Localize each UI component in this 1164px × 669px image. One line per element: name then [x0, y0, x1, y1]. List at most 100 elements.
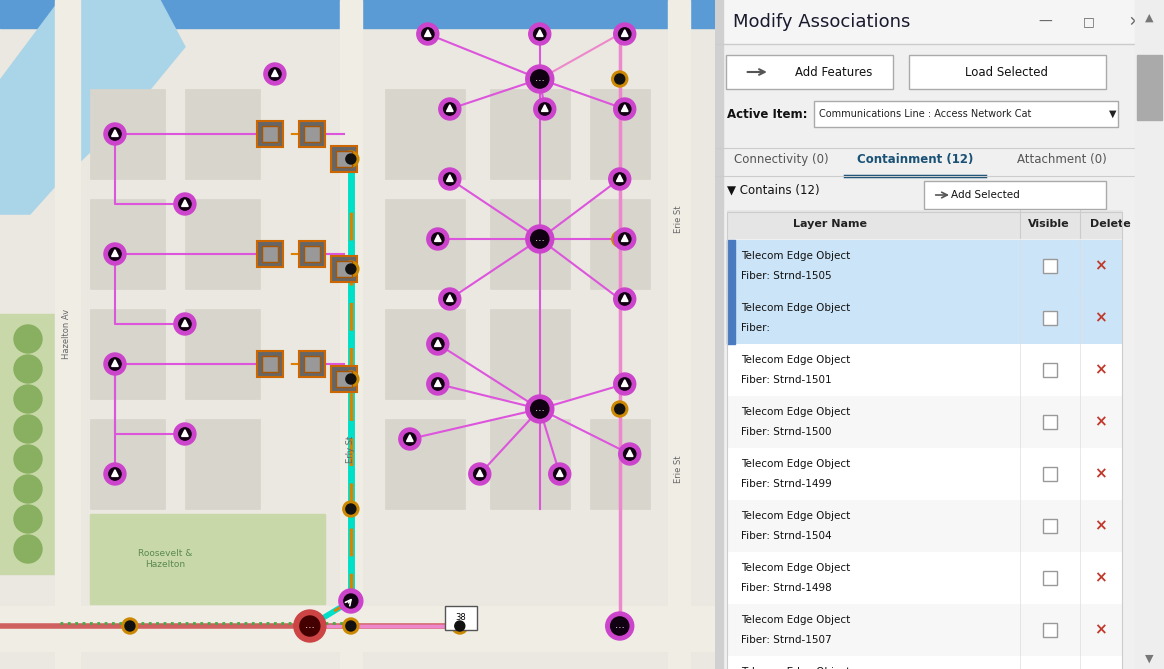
- Circle shape: [108, 248, 121, 260]
- Text: …: …: [535, 73, 545, 83]
- Circle shape: [613, 373, 636, 395]
- Circle shape: [455, 621, 464, 631]
- Circle shape: [339, 589, 363, 613]
- Bar: [90, 199, 165, 289]
- Circle shape: [432, 233, 443, 245]
- Text: ×: ×: [1094, 258, 1107, 274]
- Bar: [257, 351, 283, 377]
- Text: Telecom Edge Object: Telecom Edge Object: [740, 251, 850, 261]
- Circle shape: [14, 475, 42, 503]
- Polygon shape: [622, 105, 629, 112]
- Polygon shape: [112, 250, 119, 256]
- Polygon shape: [271, 70, 278, 76]
- Bar: [1135, 0, 1164, 669]
- Bar: [726, 240, 1122, 292]
- Text: …: …: [535, 233, 545, 243]
- Text: Fiber: Strnd-1500: Fiber: Strnd-1500: [740, 427, 831, 437]
- Bar: [336, 261, 352, 277]
- Bar: [185, 199, 260, 289]
- Bar: [1043, 519, 1057, 533]
- Polygon shape: [434, 380, 441, 387]
- Bar: [262, 356, 278, 372]
- Text: Layer Name: Layer Name: [793, 219, 867, 229]
- Polygon shape: [447, 175, 453, 181]
- Text: Modify Associations: Modify Associations: [732, 13, 910, 31]
- Bar: [185, 309, 260, 399]
- Bar: [590, 199, 650, 289]
- Text: ×: ×: [1094, 622, 1107, 638]
- Text: …: …: [305, 620, 314, 630]
- Text: ×: ×: [1094, 363, 1107, 377]
- Circle shape: [108, 468, 121, 480]
- FancyBboxPatch shape: [909, 55, 1106, 89]
- Bar: [0, 606, 715, 651]
- Circle shape: [531, 230, 549, 248]
- Text: □: □: [1084, 15, 1095, 29]
- Circle shape: [343, 261, 359, 277]
- Circle shape: [343, 501, 359, 517]
- Circle shape: [14, 355, 42, 383]
- Bar: [304, 246, 320, 262]
- Text: Erie St: Erie St: [674, 455, 683, 483]
- Text: ✕: ✕: [1128, 15, 1140, 29]
- Text: ×: ×: [1094, 518, 1107, 533]
- Circle shape: [427, 373, 449, 395]
- Bar: [262, 126, 278, 142]
- Circle shape: [125, 621, 135, 631]
- Text: ▲: ▲: [1144, 13, 1154, 23]
- Polygon shape: [537, 30, 544, 36]
- Circle shape: [173, 313, 196, 335]
- Text: …: …: [535, 403, 545, 413]
- Text: ▼: ▼: [1109, 109, 1116, 119]
- Circle shape: [104, 123, 126, 145]
- Circle shape: [613, 173, 626, 185]
- Bar: [715, 0, 723, 669]
- Bar: [590, 89, 650, 179]
- Polygon shape: [112, 360, 119, 367]
- Circle shape: [104, 353, 126, 375]
- Circle shape: [432, 378, 443, 390]
- Circle shape: [179, 198, 191, 210]
- Bar: [1043, 467, 1057, 481]
- Polygon shape: [476, 470, 483, 476]
- Circle shape: [421, 28, 434, 40]
- Text: ×: ×: [1094, 571, 1107, 585]
- Bar: [668, 0, 690, 669]
- Text: Erly St: Erly St: [347, 436, 355, 463]
- Circle shape: [343, 371, 359, 387]
- FancyBboxPatch shape: [924, 181, 1106, 209]
- Bar: [726, 212, 1122, 669]
- Text: Attachment (0): Attachment (0): [1017, 153, 1107, 167]
- Circle shape: [526, 395, 554, 423]
- Circle shape: [399, 428, 421, 450]
- Circle shape: [533, 28, 546, 40]
- Text: Telecom Edge Object: Telecom Edge Object: [740, 563, 850, 573]
- Polygon shape: [112, 470, 119, 476]
- Bar: [1043, 259, 1057, 273]
- Circle shape: [14, 505, 42, 533]
- Polygon shape: [0, 0, 185, 214]
- Bar: [726, 292, 1122, 344]
- Text: ×: ×: [1094, 415, 1107, 429]
- Text: Telecom Edge Object: Telecom Edge Object: [740, 615, 850, 625]
- Text: Delete: Delete: [1090, 219, 1130, 229]
- Text: ×: ×: [1094, 310, 1107, 326]
- Circle shape: [14, 445, 42, 473]
- Text: Add Selected: Add Selected: [951, 190, 1020, 200]
- Circle shape: [618, 293, 631, 305]
- Text: Fiber: Strnd-1507: Fiber: Strnd-1507: [740, 635, 831, 645]
- Circle shape: [343, 151, 359, 167]
- Text: Roosevelt &
Hazelton: Roosevelt & Hazelton: [137, 549, 192, 569]
- Bar: [726, 240, 734, 292]
- Text: ▼ Contains (12): ▼ Contains (12): [726, 183, 819, 197]
- Circle shape: [554, 468, 566, 480]
- Circle shape: [346, 374, 356, 384]
- Bar: [90, 89, 165, 179]
- Bar: [1043, 311, 1057, 325]
- Polygon shape: [622, 380, 629, 387]
- Bar: [304, 126, 320, 142]
- Circle shape: [108, 358, 121, 370]
- Circle shape: [179, 318, 191, 330]
- Polygon shape: [447, 295, 453, 302]
- Bar: [385, 309, 464, 399]
